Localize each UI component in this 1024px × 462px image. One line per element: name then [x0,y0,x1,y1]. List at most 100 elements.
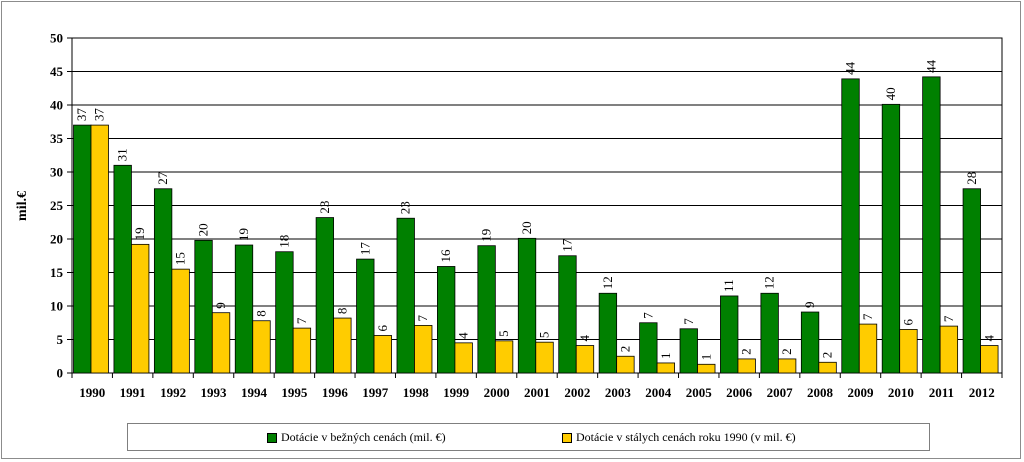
legend-label-series-1: Dotácie v bežných cenách (mil. €) [281,430,446,444]
data-label: 19 [479,229,494,242]
bar-current-prices [315,217,335,374]
bars-layer [73,76,999,374]
data-label: 1 [658,352,673,359]
data-label: 7 [640,312,655,319]
x-tick-label: 2003 [605,385,632,400]
data-label: 7 [294,317,309,324]
legend-item-series-1: Dotácie v bežných cenách (mil. €) [267,430,446,445]
data-label: 9 [213,302,228,309]
bar-current-prices [598,292,618,374]
data-label: 4 [577,335,592,342]
bar-current-prices [153,188,173,374]
bar-constant-prices [697,363,716,374]
bar-current-prices [356,258,375,374]
bar-current-prices [720,295,739,374]
bar-constant-prices [737,358,756,374]
bar-constant-prices [131,243,150,374]
x-tick-label: 2011 [929,385,954,400]
bar-constant-prices [616,355,635,374]
x-tick-label: 1999 [443,385,470,400]
data-label: 4 [456,332,471,339]
y-tick-label: 20 [50,232,63,247]
data-label: 7 [415,314,430,321]
data-label: 23 [317,201,332,214]
legend-swatch-yellow [562,432,572,443]
bar-current-prices [841,78,860,374]
bar-constant-prices [939,325,959,374]
y-tick-label: 0 [57,366,64,381]
bar-current-prices [234,244,254,374]
x-tick-label: 2001 [524,385,550,400]
bar-constant-prices [454,342,473,374]
bar-constant-prices [494,340,514,374]
x-tick-label: 2009 [847,385,874,400]
legend-label-series-2: Dotácie v stálych cenách roku 1990 (v mi… [576,430,796,444]
y-tick-label: 30 [50,165,63,180]
data-label: 5 [496,330,511,337]
data-label: 20 [196,223,211,236]
bar-constant-prices [171,268,190,374]
bar-constant-prices [90,124,109,374]
x-tick-label: 2012 [969,385,995,400]
data-label: 44 [843,61,858,75]
data-label: 19 [132,227,147,240]
legend-item-series-2: Dotácie v stálych cenách roku 1990 (v mi… [562,430,796,445]
bar-constant-prices [292,327,312,374]
x-tick-label: 1991 [120,385,146,400]
x-tick-label: 1997 [362,385,389,400]
bar-constant-prices [899,329,918,374]
bar-current-prices [275,251,294,374]
data-label: 7 [860,313,875,320]
data-label: 20 [519,221,534,234]
bar-current-prices [437,266,456,374]
bar-constant-prices [535,341,554,374]
bar-constant-prices [818,361,837,374]
bar-current-prices [881,103,901,374]
bar-current-prices [396,217,415,374]
x-tick-label: 2000 [484,385,510,400]
data-label: 27 [155,171,170,185]
x-tick-label: 2002 [564,385,590,400]
data-label: 2 [820,352,835,359]
x-tick-label: 1998 [403,385,430,400]
data-label: 16 [438,249,453,263]
bar-constant-prices [211,312,231,374]
bar-constant-prices [252,320,271,374]
x-tick-label: 1995 [281,385,308,400]
bar-current-prices [194,239,213,374]
y-tick-label: 35 [50,131,64,146]
x-tick-label: 2010 [888,385,914,400]
data-label: 18 [276,235,291,248]
x-tick-label: 2008 [807,385,834,400]
bar-constant-prices [858,323,878,374]
bar-current-prices [800,311,820,374]
x-tick-label: 1992 [160,385,186,400]
data-label: 23 [398,201,413,214]
x-tick-label: 1994 [241,385,268,400]
y-tick-label: 15 [50,265,64,280]
bar-current-prices [922,76,941,374]
bar-current-prices [113,164,132,374]
x-tick-label: 2004 [645,385,672,400]
bar-constant-prices [575,345,595,374]
data-label: 6 [375,324,390,331]
bar-current-prices [679,328,698,374]
bar-current-prices [517,237,537,374]
data-label: 9 [802,302,817,309]
bar-current-prices [639,322,658,374]
data-label: 28 [964,172,979,185]
legend: Dotácie v bežných cenách (mil. €) Dotáci… [127,423,930,451]
data-label: 1 [698,354,713,361]
x-tick-label: 2005 [686,385,713,400]
data-label: 40 [883,87,898,100]
data-label: 8 [334,308,349,315]
bar-constant-prices [980,345,999,374]
data-label: 31 [115,148,130,161]
bar-constant-prices [333,317,352,374]
data-label: 37 [74,108,89,122]
bar-current-prices [477,245,496,374]
data-label: 37 [92,108,107,122]
data-label: 2 [617,346,632,353]
y-tick-label: 10 [50,299,63,314]
